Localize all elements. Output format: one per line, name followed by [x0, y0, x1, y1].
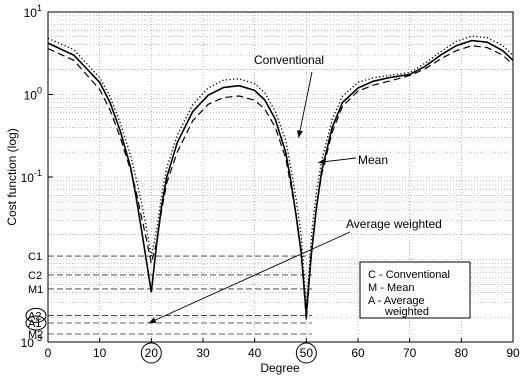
y-axis-ticks: 101 100 10-1 10-3: [21, 3, 53, 350]
legend-line-3: A - Average: [368, 295, 425, 307]
annotation-arrowhead: [297, 130, 303, 138]
legend-line-2: M - Mean: [368, 282, 414, 294]
annotation-label: Conventional: [254, 53, 324, 67]
ref-circle-a2: [25, 307, 47, 323]
x-tick-label: 0: [45, 346, 52, 360]
legend-box: [359, 261, 471, 319]
x-tick-label: 70: [403, 346, 417, 360]
annotation-label: Average weighted: [346, 217, 442, 231]
x-tick-label: 20: [145, 346, 159, 360]
x-axis-ticks: 0 10 20 30 40 50 60 70 80 90: [45, 338, 520, 364]
series-conventional: [47, 35, 514, 310]
ref-label-m1: M1: [28, 284, 43, 296]
legend-line-4: weighted: [384, 306, 429, 318]
x-axis-label: Degree: [260, 361, 300, 375]
y-axis-label: Cost function (log): [5, 128, 19, 225]
series-lines: [47, 35, 514, 321]
x-tick-label: 10: [93, 346, 107, 360]
x-tick-label: 60: [351, 346, 365, 360]
x-tick-label: 50: [300, 346, 314, 360]
legend-line-1: C - Conventional: [368, 269, 450, 281]
y-tick-label: 10-3: [21, 333, 42, 350]
x-tick-circle: [295, 342, 317, 364]
y-tick-label: 100: [24, 86, 42, 103]
annotation-arrow: [148, 231, 351, 324]
ref-circle-a1: [25, 315, 47, 331]
annotations: Conventional Mean Average weighted: [148, 53, 442, 324]
ref-label-m2: M2: [28, 329, 43, 341]
annotation-label: Mean: [358, 153, 388, 167]
x-tick-label: 40: [248, 346, 262, 360]
series-mean: [47, 39, 514, 314]
ref-label-c2: C2: [28, 270, 42, 282]
annotation-arrow: [298, 71, 313, 138]
legend: C - Conventional M - Mean A - Average we…: [359, 261, 471, 319]
annotation-arrowhead: [318, 158, 326, 165]
x-tick-label: 80: [455, 346, 469, 360]
ref-label-c1: C1: [28, 251, 42, 263]
x-tick-label: 30: [196, 346, 210, 360]
series-average-weighted: [47, 45, 514, 321]
x-tick-label: 90: [506, 346, 520, 360]
ref-label-a1: A1: [28, 318, 41, 330]
x-tick-circle: [140, 342, 162, 364]
annotation-arrowhead: [148, 317, 157, 323]
y-tick-label: 101: [24, 3, 42, 20]
y-tick-label: 10-1: [21, 168, 42, 185]
